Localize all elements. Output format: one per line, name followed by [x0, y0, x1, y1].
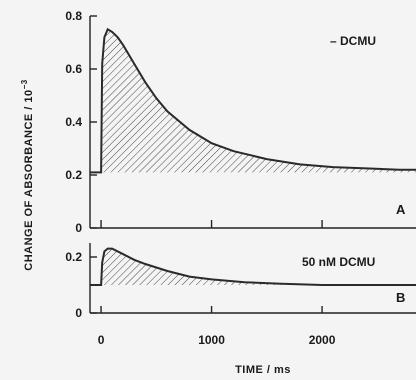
panel-a-y-ticks: 0 0.2 0.4 0.6 0.8 — [65, 9, 97, 235]
panel-b-series-line — [90, 247, 416, 286]
y-axis-title: CHANGE OF ABSORBANCE / 10−3 — [20, 79, 35, 271]
panel-b-y-tick-label: 0 — [75, 306, 82, 320]
panel-a-hatched-area — [101, 29, 416, 173]
panel-a-x-ticks — [100, 220, 323, 228]
y-axis-title-exponent: −3 — [20, 79, 29, 89]
panel-a: 0 0.2 0.4 0.6 0.8 – DCMU A — [65, 9, 416, 235]
panel-a-letter: A — [396, 202, 406, 217]
panel-b-letter: B — [396, 290, 405, 305]
panel-a-y-tick-label: 0.2 — [65, 168, 82, 182]
panel-a-y-tick-label: 0.8 — [65, 9, 82, 23]
panel-b-y-tick-label: 0.2 — [65, 250, 82, 264]
panel-a-y-tick-label: 0.4 — [65, 115, 82, 129]
x-tick-label: 1000 — [198, 333, 225, 347]
panel-a-y-tick-label: 0 — [75, 221, 82, 235]
panel-a-y-tick-label: 0.6 — [65, 62, 82, 76]
panel-b-hatched-area — [101, 248, 416, 285]
x-tick-label: 0 — [98, 333, 105, 347]
panel-a-series-line — [90, 27, 416, 174]
y-axis-title-text: CHANGE OF ABSORBANCE / 10 — [23, 89, 35, 270]
x-tick-label: 2000 — [309, 333, 336, 347]
x-axis-title: TIME / ms — [235, 364, 291, 376]
panel-b: 00.2 50 nM DCMU B — [65, 243, 416, 320]
panel-a-annotation: – DCMU — [330, 34, 376, 48]
x-tick-labels: 0 1000 2000 — [98, 333, 336, 347]
panel-b-y-ticks: 00.2 — [65, 250, 323, 320]
panel-b-annotation: 50 nM DCMU — [302, 255, 375, 269]
